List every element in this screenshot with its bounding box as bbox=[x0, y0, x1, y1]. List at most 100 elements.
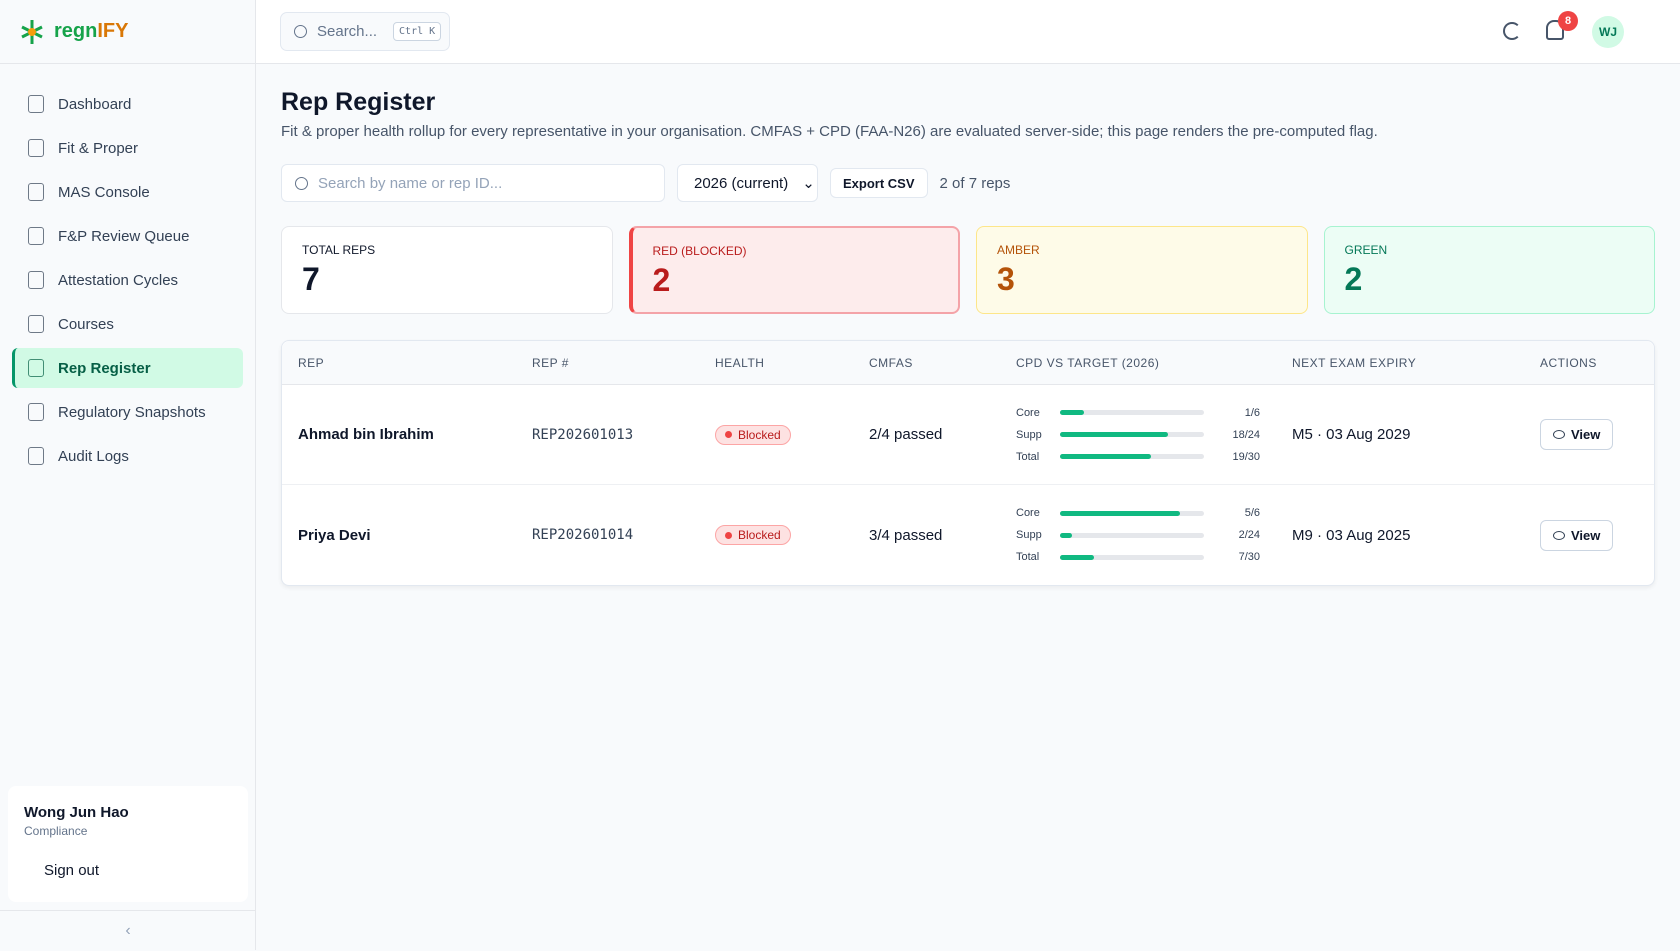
cpd-label: Core bbox=[1016, 507, 1040, 519]
stat-card: RED (BLOCKED) 2 bbox=[628, 226, 960, 314]
stat-value: 7 bbox=[302, 261, 320, 297]
cpd-progress: Core 5/6 Supp 2/24 Total 7/30 bbox=[1016, 507, 1292, 563]
nav: Dashboard Fit & Proper MAS Console F&P Revi… bbox=[0, 64, 255, 500]
stat-card: TOTAL REPS 7 bbox=[281, 226, 613, 314]
rep-search[interactable]: Search by name or rep ID... bbox=[281, 164, 665, 202]
nav-icon bbox=[28, 227, 44, 245]
user-name: Wong Jun Hao bbox=[24, 804, 129, 821]
actions-cell: View bbox=[1540, 419, 1654, 450]
collapse[interactable]: ‹ bbox=[0, 910, 256, 950]
export-button[interactable]: Export CSV bbox=[830, 168, 928, 198]
cpd-label: Total bbox=[1016, 450, 1040, 463]
theme-toggle[interactable] bbox=[1503, 22, 1521, 40]
nav-item[interactable]: Audit Logs bbox=[12, 436, 243, 476]
cpd-value: 18/24 bbox=[1232, 428, 1260, 441]
nav-label: Dashboard bbox=[58, 95, 132, 113]
stat-card: GREEN 2 bbox=[1323, 226, 1655, 314]
progress-track bbox=[1060, 532, 1204, 538]
stat-label: GREEN bbox=[1344, 243, 1388, 257]
notification-count: 8 bbox=[1558, 11, 1578, 31]
nav-icon bbox=[28, 359, 44, 377]
brand[interactable]: regnIFY bbox=[0, 0, 255, 64]
view-button[interactable]: View bbox=[1540, 419, 1614, 450]
search-icon bbox=[294, 25, 307, 38]
health-badge: Blocked bbox=[715, 424, 791, 445]
nav-icon bbox=[28, 139, 44, 157]
table: REP REP # HEALTH CMFAS CPD VS TARGET (2026) N… bbox=[281, 340, 1655, 586]
topbar: Search... Ctrl K 8 WJ bbox=[256, 0, 1680, 64]
nav-icon bbox=[28, 447, 44, 465]
year: 2026 (current) bbox=[694, 174, 789, 192]
sign-out[interactable]: Sign out bbox=[44, 862, 100, 879]
nav-item[interactable]: F&P Review Queue bbox=[12, 216, 243, 256]
stat-value: 3 bbox=[997, 261, 1015, 297]
cpd-value: 1/6 bbox=[1244, 406, 1260, 419]
rep-search-placeholder: Search by name or rep ID... bbox=[318, 174, 503, 192]
nav-item[interactable]: Dashboard bbox=[12, 84, 243, 124]
column-header: CMFAS bbox=[869, 355, 913, 370]
nav-icon bbox=[28, 95, 44, 113]
nav-label: Courses bbox=[58, 315, 114, 333]
nav-label: Regulatory Snapshots bbox=[58, 403, 206, 421]
column-header: NEXT EXAM EXPIRY bbox=[1292, 355, 1417, 370]
nav-label: Attestation Cycles bbox=[58, 271, 179, 289]
user-card: Wong Jun Hao Compliance Sign out bbox=[8, 786, 248, 902]
cpd-label: Supp bbox=[1016, 428, 1042, 441]
cpd-value: 5/6 bbox=[1244, 507, 1260, 519]
table-row: Priya Devi REP202601014 Blocked 3/4 passed C… bbox=[282, 485, 1654, 585]
status-dot bbox=[725, 431, 732, 438]
rep-count: 2 of 7 reps bbox=[939, 174, 1011, 192]
nav-item[interactable]: Fit & Proper bbox=[12, 128, 243, 168]
cpd-label: Core bbox=[1016, 406, 1040, 419]
filters: Search by name or rep ID... 2026 (curren… bbox=[281, 164, 1655, 202]
nav-item[interactable]: MAS Console bbox=[12, 172, 243, 212]
progress-bar bbox=[1060, 410, 1084, 415]
logo bbox=[21, 19, 43, 44]
nav-icon bbox=[28, 183, 44, 201]
cpd-value: 19/30 bbox=[1232, 450, 1260, 463]
nav-item[interactable]: Courses bbox=[12, 304, 243, 344]
chevron: ⌄ bbox=[802, 175, 815, 192]
column-header: ACTIONS bbox=[1540, 355, 1597, 370]
nav-item[interactable]: Rep Register bbox=[12, 348, 243, 388]
main: Rep Register Fit & proper health rollup … bbox=[281, 64, 1655, 586]
progress-track bbox=[1060, 454, 1204, 459]
cpd-label: Supp bbox=[1016, 529, 1042, 541]
progress-bar bbox=[1060, 454, 1152, 459]
column-header: HEALTH bbox=[715, 355, 765, 370]
progress-bar bbox=[1060, 532, 1072, 538]
progress-bar bbox=[1060, 432, 1168, 437]
nav-icon bbox=[28, 271, 44, 289]
progress-track bbox=[1060, 432, 1204, 437]
stat-card: AMBER 3 bbox=[976, 226, 1308, 314]
search-icon bbox=[295, 177, 308, 190]
shortcut: Ctrl K bbox=[393, 22, 442, 41]
stat-label: AMBER bbox=[997, 243, 1040, 257]
global-search[interactable]: Search... Ctrl K bbox=[280, 12, 450, 51]
nav-item[interactable]: Attestation Cycles bbox=[12, 260, 243, 300]
cmfas: 2/4 passed bbox=[869, 426, 943, 443]
nav-label: Rep Register bbox=[58, 359, 151, 377]
stat-value: 2 bbox=[1344, 261, 1363, 297]
year-select[interactable]: 2026 (current) ⌄ bbox=[677, 164, 818, 202]
rep-name: Priya Devi bbox=[298, 526, 371, 544]
view-button[interactable]: View bbox=[1540, 519, 1614, 551]
table-row: Ahmad bin Ibrahim REP202601013 Blocked 2/4 … bbox=[282, 385, 1654, 485]
sidebar: regnIFY Dashboard Fit & Proper MAS Console… bbox=[0, 0, 256, 950]
rep-id: REP202601014 bbox=[532, 527, 634, 543]
exam-expiry: M5 · 03 Aug 2029 bbox=[1292, 426, 1411, 443]
page-description: Fit & proper health rollup for every rep… bbox=[281, 123, 1378, 140]
nav-label: F&P Review Queue bbox=[58, 227, 190, 245]
nav-label: Fit & Proper bbox=[58, 139, 139, 157]
nav-icon bbox=[28, 403, 44, 421]
nav-icon bbox=[28, 315, 44, 333]
column-header: REP bbox=[298, 355, 325, 370]
column-header: REP # bbox=[532, 355, 569, 370]
exam-expiry: M9 · 03 Aug 2025 bbox=[1292, 526, 1411, 544]
avatar[interactable]: WJ bbox=[1592, 16, 1624, 48]
nav-item[interactable]: Regulatory Snapshots bbox=[12, 392, 243, 432]
progress-track bbox=[1060, 554, 1204, 560]
nav-label: MAS Console bbox=[58, 183, 150, 201]
progress-bar bbox=[1060, 554, 1094, 560]
